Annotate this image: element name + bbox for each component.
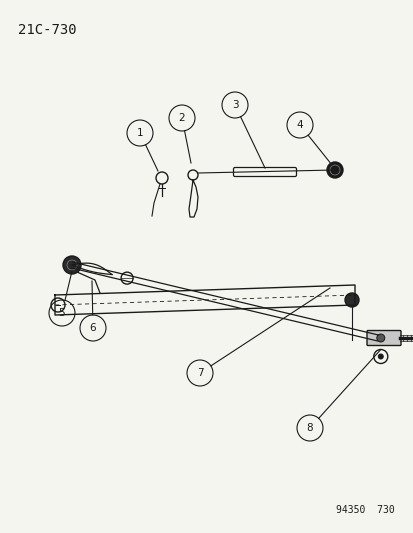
Circle shape	[377, 353, 383, 359]
Text: 94350  730: 94350 730	[335, 505, 394, 515]
Text: 6: 6	[90, 323, 96, 333]
Text: 3: 3	[231, 100, 238, 110]
FancyBboxPatch shape	[233, 167, 296, 176]
Text: 8: 8	[306, 423, 313, 433]
FancyBboxPatch shape	[366, 330, 400, 345]
Text: 4: 4	[296, 120, 303, 130]
Text: 21C-730: 21C-730	[18, 23, 76, 37]
Text: 1: 1	[136, 128, 143, 138]
Circle shape	[63, 256, 81, 274]
Text: 5: 5	[59, 308, 65, 318]
Text: 2: 2	[178, 113, 185, 123]
Circle shape	[376, 334, 384, 342]
Text: 7: 7	[196, 368, 203, 378]
Circle shape	[344, 293, 358, 307]
Circle shape	[326, 162, 342, 178]
